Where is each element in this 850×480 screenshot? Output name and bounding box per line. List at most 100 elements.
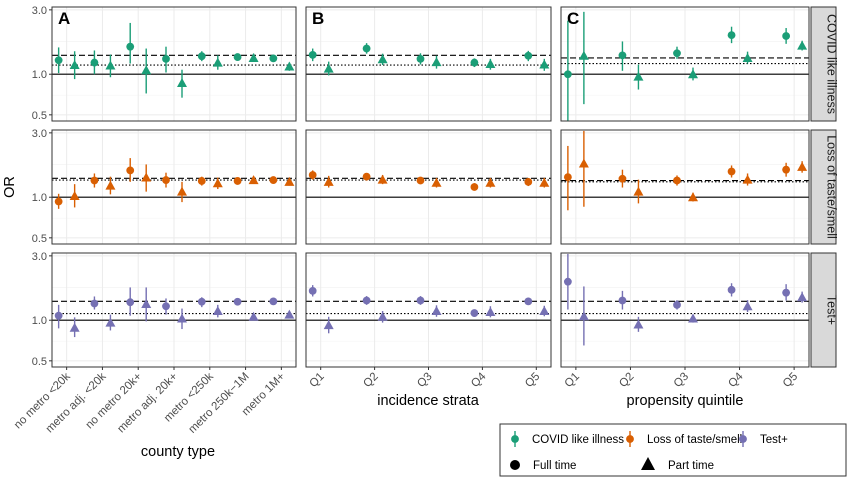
- full-time-point: [162, 176, 170, 184]
- full-time-point: [524, 177, 533, 186]
- part-time-point: [485, 177, 496, 187]
- full-time-point: [563, 70, 572, 79]
- panel-border: [51, 6, 297, 122]
- legend-point: [511, 435, 519, 443]
- panel-border: [560, 6, 810, 122]
- full-time-point: [90, 58, 99, 67]
- full-time-point: [563, 277, 572, 286]
- full-time-point: [563, 173, 572, 181]
- part-time-point: [212, 57, 223, 67]
- strip-label: Loss of taste/smell: [825, 135, 839, 239]
- panel-C-2: [560, 129, 810, 245]
- part-time-point: [377, 174, 388, 184]
- legend-item-full-time: Full time: [510, 460, 576, 472]
- panel-border: [560, 129, 810, 245]
- panel-B-2: [305, 129, 552, 245]
- full-time-point: [197, 52, 206, 61]
- full-time-point: [269, 297, 278, 306]
- legend-triangle: [641, 457, 655, 470]
- full-time-point: [54, 197, 63, 206]
- full-time-point: [308, 171, 317, 179]
- part-time-point: [177, 78, 187, 88]
- part-time-point: [539, 59, 550, 69]
- panel-border: [305, 129, 552, 245]
- full-time-point: [269, 176, 278, 184]
- full-time-point: [233, 297, 242, 306]
- part-time-point: [105, 180, 116, 190]
- part-time-point: [248, 175, 259, 185]
- part-time-point: [323, 176, 334, 186]
- axes: OR county type incidence strata propensity …: [2, 176, 743, 460]
- full-time-point: [416, 296, 425, 305]
- part-time-point: [69, 191, 80, 201]
- strip-background: [810, 6, 837, 122]
- panels: 0.51.03.0 A B C0.51.03.00.51.03.0no metro <…: [12, 5, 810, 436]
- part-time-point: [212, 178, 223, 188]
- part-time-point: [578, 50, 589, 60]
- part-time-point: [688, 313, 698, 323]
- panel-border: [51, 129, 297, 245]
- part-time-point: [742, 174, 753, 184]
- part-time-point: [485, 59, 496, 69]
- legend-label: Part time: [668, 460, 714, 472]
- full-time-point: [362, 44, 371, 53]
- full-time-point: [126, 42, 135, 51]
- full-time-point: [727, 285, 736, 294]
- part-time-point: [284, 176, 295, 186]
- full-time-point: [54, 311, 63, 320]
- y-tick-label: 0.5: [32, 110, 47, 122]
- full-time-point: [197, 177, 206, 185]
- panel-data: [54, 287, 295, 338]
- panel-B-1: B: [305, 6, 552, 122]
- strip-label: Test+: [825, 295, 839, 325]
- y-tick-label: 0.5: [32, 233, 47, 245]
- full-time-point: [782, 32, 791, 40]
- panel-C-1: C: [560, 6, 810, 122]
- part-time-point: [742, 52, 753, 62]
- y-tick-label: 3.0: [32, 128, 47, 140]
- panel-letter: C: [567, 9, 579, 28]
- part-time-point: [69, 60, 80, 70]
- panel-data: [54, 158, 295, 209]
- part-time-point: [485, 307, 496, 317]
- full-time-point: [673, 49, 681, 58]
- y-tick-label: 3.0: [32, 5, 47, 17]
- panel-data: [563, 130, 808, 211]
- full-time-point: [90, 176, 99, 185]
- full-time-point: [524, 297, 533, 306]
- full-time-point: [308, 286, 317, 295]
- row-strips: COVID like illness Loss of taste/smell Tes…: [810, 6, 839, 368]
- part-time-point: [742, 301, 753, 311]
- part-time-point: [105, 317, 116, 327]
- full-time-point: [362, 172, 371, 181]
- part-time-point: [578, 311, 589, 321]
- part-time-point: [248, 311, 259, 321]
- part-time-point: [578, 158, 589, 168]
- full-time-point: [673, 176, 681, 185]
- panel-data: [54, 22, 295, 98]
- legend-box: [499, 423, 847, 477]
- part-time-point: [248, 52, 259, 62]
- y-axis-title: OR: [2, 176, 18, 198]
- panel-C-3: Q1 Q2 Q3 Q4 Q5: [560, 252, 810, 390]
- panel-data: [308, 285, 550, 334]
- panel-data: [308, 170, 550, 191]
- full-time-point: [618, 51, 627, 60]
- part-time-point: [431, 306, 442, 316]
- part-time-point: [539, 306, 550, 316]
- y-tick-label: 1.0: [32, 315, 47, 327]
- full-time-point: [470, 309, 479, 317]
- legend: COVID like illness Loss of taste/smell Tes…: [499, 423, 847, 477]
- legend-label: Loss of taste/smell: [647, 434, 742, 446]
- full-time-point: [416, 176, 425, 185]
- strip-label: COVID like illness: [825, 14, 839, 114]
- panel-border: [305, 6, 552, 122]
- part-time-point: [797, 40, 808, 50]
- full-time-point: [727, 31, 736, 39]
- panel-B-3: Q1 Q2 Q3 Q4 Q5: [305, 252, 552, 390]
- part-time-point: [539, 177, 550, 187]
- part-time-point: [797, 161, 808, 171]
- part-time-point: [284, 61, 295, 71]
- part-time-point: [633, 71, 644, 81]
